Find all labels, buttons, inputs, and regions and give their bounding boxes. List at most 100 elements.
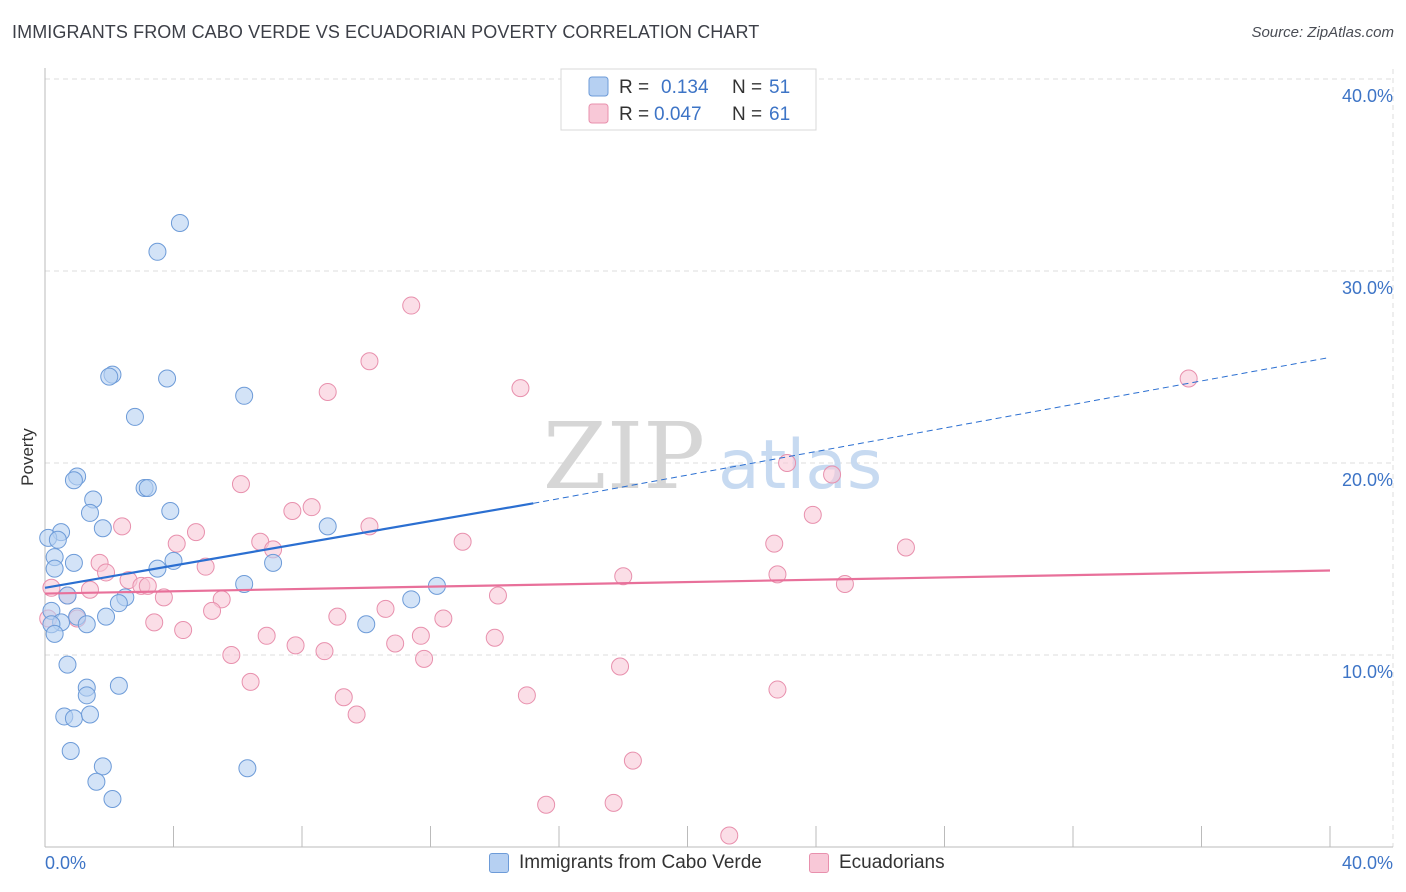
cabo-verde-point xyxy=(48,530,67,549)
legend-n-label: N = xyxy=(732,104,762,125)
correlation-legend: R = 0.134 N = 51 R = 0.047 N = 61 xyxy=(560,68,817,131)
cabo-verde-trend-line xyxy=(44,502,534,589)
cabo-verde-point xyxy=(125,407,144,426)
ecuadorians-point xyxy=(167,534,186,553)
cabo-verde-trend-extension xyxy=(533,356,1331,504)
cabo-verde-point xyxy=(100,367,119,386)
ecuadorians-point xyxy=(186,523,205,542)
y-tick-label: 10.0% xyxy=(1342,662,1393,682)
cabo-verde-point xyxy=(64,471,83,490)
ecuadorians-point xyxy=(517,686,536,705)
source-label: Source: ZipAtlas.com xyxy=(1251,24,1394,41)
grid-lines xyxy=(45,69,1394,847)
legend-pink-swatch xyxy=(588,103,609,124)
cabo-verde-point xyxy=(45,624,64,643)
legend-label-ecuadorians: Ecuadorians xyxy=(839,852,945,873)
ecuadorians-point xyxy=(835,574,854,593)
cabo-verde-point xyxy=(158,369,177,388)
legend-n-value: 61 xyxy=(769,104,790,125)
cabo-verde-point xyxy=(109,676,128,695)
ecuadorians-point xyxy=(623,751,642,770)
ecuadorians-point xyxy=(376,599,395,618)
ecuadorians-point xyxy=(138,576,157,595)
cabo-verde-point xyxy=(77,686,96,705)
axes xyxy=(44,68,1393,848)
cabo-verde-point xyxy=(87,772,106,791)
watermark: ZIP atlas xyxy=(543,403,882,510)
ecuadorians-point xyxy=(485,628,504,647)
ecuadorians-point xyxy=(488,586,507,605)
cabo-verde-point xyxy=(58,586,77,605)
series-legend: Immigrants from Cabo Verde Ecuadorians xyxy=(0,852,1406,878)
ecuadorians-point xyxy=(302,498,321,517)
cabo-verde-point xyxy=(235,386,254,405)
cabo-verde-point xyxy=(77,615,96,634)
x-tick-label: 40.0% xyxy=(1342,853,1393,873)
cabo-verde-point xyxy=(80,503,99,522)
cabo-verde-point xyxy=(318,517,337,536)
legend-label-cabo-verde: Immigrants from Cabo Verde xyxy=(519,852,762,873)
cabo-verde-point xyxy=(170,214,189,232)
legend-n-label: N = xyxy=(732,77,762,98)
ecuadorians-point xyxy=(113,517,132,536)
ecuadorians-point xyxy=(614,567,633,586)
ecuadorians-point xyxy=(222,646,241,664)
ecuadorians-point xyxy=(402,296,421,315)
ecuadorians-point xyxy=(347,705,366,724)
ecuadorians-point xyxy=(328,607,347,626)
cabo-verde-point xyxy=(45,559,64,578)
cabo-verde-point xyxy=(80,705,99,724)
cabo-verde-point xyxy=(64,553,83,572)
ecuadorians-point xyxy=(145,613,164,632)
ecuadorians-point xyxy=(283,502,302,520)
ecuadorians-point xyxy=(241,672,260,691)
y-tick-label: 30.0% xyxy=(1342,278,1393,298)
legend-blue-swatch xyxy=(588,76,609,97)
y-tick-label: 20.0% xyxy=(1342,470,1393,490)
ecuadorians-point xyxy=(231,475,250,494)
ecuadorians-point xyxy=(286,636,305,655)
ecuadorians-point xyxy=(511,379,530,398)
cabo-verde-point xyxy=(264,553,283,572)
cabo-verde-point xyxy=(64,709,83,728)
legend-item-ecuadorians: Ecuadorians xyxy=(809,852,945,874)
ecuadorians-point xyxy=(203,601,222,620)
legend-item-cabo-verde: Immigrants from Cabo Verde xyxy=(489,852,762,874)
cabo-verde-point xyxy=(238,759,257,778)
ecuadorians-point xyxy=(823,465,842,484)
ecuadorians-point xyxy=(803,505,822,524)
legend-swatch-pink xyxy=(809,853,829,873)
legend-r-label: R = xyxy=(619,77,649,98)
cabo-verde-point xyxy=(97,607,116,626)
ecuadorians-point xyxy=(768,565,787,584)
cabo-verde-point xyxy=(148,242,167,261)
cabo-verde-point xyxy=(402,590,421,609)
legend-n-value: 51 xyxy=(769,77,790,98)
ecuadorians-trend-line xyxy=(44,569,1331,595)
ecuadorians-point xyxy=(537,795,556,814)
ecuadorians-point xyxy=(80,580,99,599)
ecuadorians-point xyxy=(174,621,193,640)
ecuadorians-point xyxy=(434,609,453,628)
ecuadorians-point xyxy=(720,826,739,845)
legend-r-value: 0.047 xyxy=(654,104,702,125)
cabo-verde-points xyxy=(39,214,446,808)
legend-r-value: 0.134 xyxy=(661,77,709,98)
tick-labels: 10.0% 20.0% 30.0% 40.0% 0.0% 40.0% xyxy=(45,86,1393,873)
ecuadorians-point xyxy=(768,680,787,699)
cabo-verde-point xyxy=(161,502,180,520)
ecuadorians-point xyxy=(778,454,797,472)
legend-r-label: R = xyxy=(619,104,649,125)
ecuadorians-point xyxy=(411,626,430,645)
ecuadorians-point xyxy=(604,793,623,812)
cabo-verde-point xyxy=(235,574,254,593)
trend-lines xyxy=(44,356,1331,595)
cabo-verde-point xyxy=(93,757,112,776)
watermark-atlas: atlas xyxy=(718,426,882,505)
chart-title: IMMIGRANTS FROM CABO VERDE VS ECUADORIAN… xyxy=(12,22,760,42)
cabo-verde-point xyxy=(58,655,77,674)
ecuadorians-point xyxy=(386,634,405,653)
ecuadorians-point xyxy=(315,642,334,661)
ecuadorians-point xyxy=(196,557,215,576)
